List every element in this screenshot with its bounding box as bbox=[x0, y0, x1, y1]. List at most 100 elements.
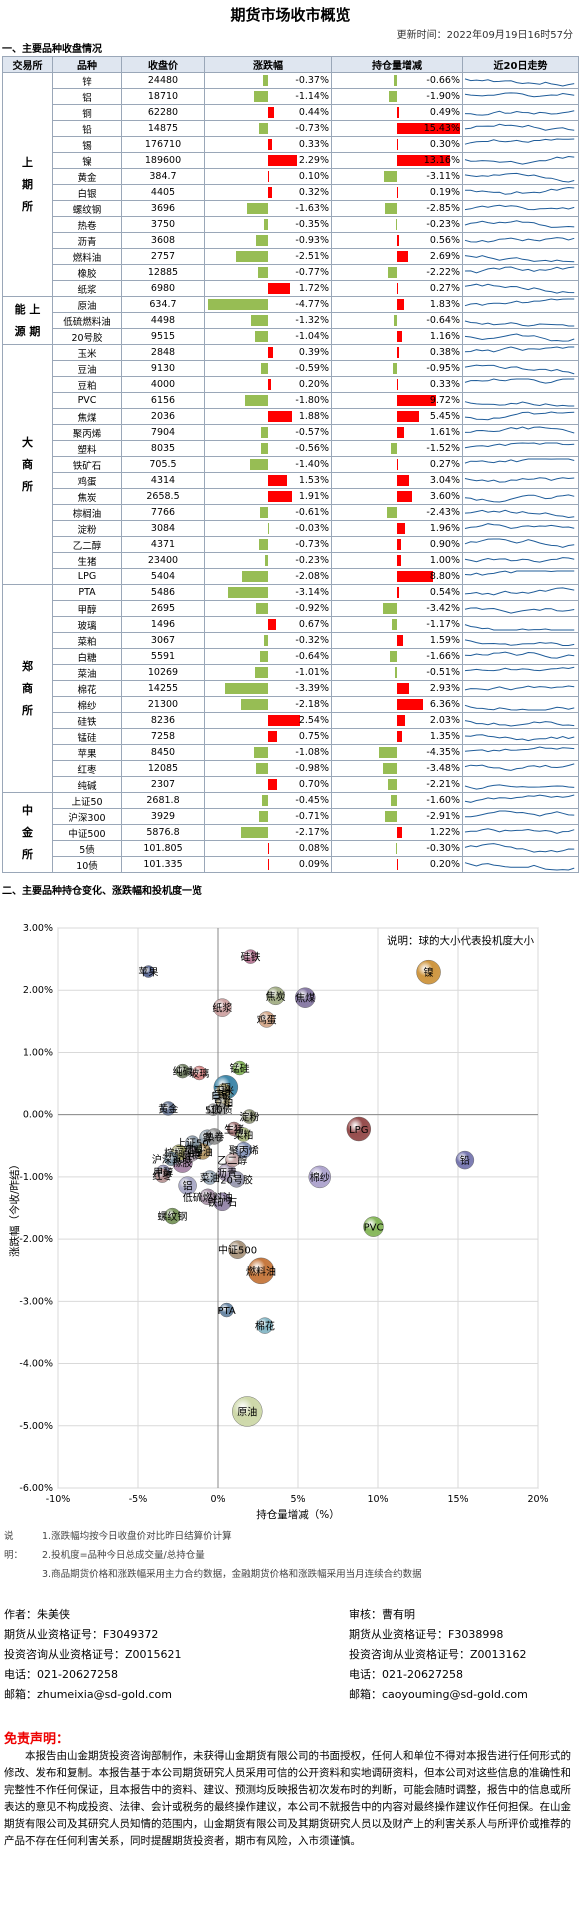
change-cell-bar bbox=[268, 283, 290, 294]
bubble-label: 豆粕 bbox=[213, 1096, 233, 1109]
change-cell-value: 2.54% bbox=[298, 715, 329, 726]
trend-sparkline bbox=[462, 280, 579, 297]
bubble-point bbox=[228, 1171, 245, 1188]
change-cell-bar bbox=[268, 187, 273, 198]
oi-change-cell-bar bbox=[394, 75, 397, 86]
change-cell-bar bbox=[260, 363, 268, 374]
change-cell-bar bbox=[255, 667, 268, 678]
oi-change-cell: 0.27% bbox=[331, 456, 463, 473]
bubble-label: 菜油 bbox=[200, 1172, 220, 1185]
y-tick-label: -6.00% bbox=[19, 1483, 53, 1494]
bubble-point bbox=[184, 1147, 199, 1162]
y-tick-label: -2.00% bbox=[19, 1234, 53, 1245]
oi-change-cell-bar bbox=[396, 219, 397, 230]
close-price: 8450 bbox=[121, 744, 205, 761]
oi-change-cell-value: -0.23% bbox=[426, 219, 460, 230]
report-title: 期货市场收市概览 bbox=[230, 6, 351, 24]
product-name: 菜粕 bbox=[52, 632, 122, 649]
oi-change-cell-bar bbox=[397, 331, 402, 342]
oi-change-cell-value: 0.90% bbox=[429, 539, 460, 550]
change-cell-bar bbox=[268, 491, 293, 502]
oi-change-cell: 3.60% bbox=[331, 488, 463, 505]
close-price: 4314 bbox=[121, 472, 205, 489]
change-cell-bar bbox=[265, 555, 268, 566]
oi-change-cell: -1.90% bbox=[331, 88, 463, 105]
change-cell: -0.59% bbox=[204, 360, 332, 377]
trend-sparkline bbox=[462, 840, 579, 857]
product-name: 焦煤 bbox=[52, 408, 122, 425]
oi-change-cell-bar bbox=[379, 747, 397, 758]
product-name: 沪深300 bbox=[52, 808, 122, 825]
close-price: 6156 bbox=[121, 392, 205, 409]
disclaimer-text: 本报告由山金期货投资咨询部制作，未获得山金期货有限公司的书面授权，任何人和单位不… bbox=[4, 1750, 571, 1847]
bubble-point bbox=[155, 1168, 170, 1183]
header-20d-trend: 近20日走势 bbox=[462, 56, 579, 73]
trend-sparkline bbox=[462, 184, 579, 201]
close-price: 62280 bbox=[121, 104, 205, 121]
oi-change-cell: 0.30% bbox=[331, 136, 463, 153]
product-name: 锰硅 bbox=[52, 728, 122, 745]
bubble-label: 5债 bbox=[205, 1104, 221, 1117]
oi-change-cell-bar bbox=[397, 379, 399, 390]
header-change: 涨跌幅 bbox=[204, 56, 332, 73]
product-name: 棉花 bbox=[52, 680, 122, 697]
trend-sparkline bbox=[462, 312, 579, 329]
oi-change-cell: 1.22% bbox=[331, 824, 463, 841]
oi-change-cell: -0.66% bbox=[331, 72, 463, 89]
oi-change-cell-bar bbox=[397, 299, 405, 310]
change-cell: 0.33% bbox=[204, 136, 332, 153]
oi-change-cell-value: -0.66% bbox=[426, 75, 460, 86]
change-cell: 0.70% bbox=[204, 776, 332, 793]
change-cell: -0.71% bbox=[204, 808, 332, 825]
oi-change-cell-value: 13.16% bbox=[423, 155, 460, 166]
close-price: 7766 bbox=[121, 504, 205, 521]
trend-sparkline bbox=[462, 248, 579, 265]
change-cell: -1.63% bbox=[204, 200, 332, 217]
product-name: 菜油 bbox=[52, 664, 122, 681]
change-cell: -0.77% bbox=[204, 264, 332, 281]
oi-change-cell-value: -0.95% bbox=[426, 363, 460, 374]
oi-change-cell-value: 5.45% bbox=[429, 411, 460, 422]
product-name: 淀粉 bbox=[52, 520, 122, 537]
bubble-label: 塑料 bbox=[184, 1144, 204, 1157]
author-name: 作者：朱美侠 bbox=[4, 1608, 70, 1621]
close-price: 8035 bbox=[121, 440, 205, 457]
oi-change-cell-bar bbox=[397, 251, 408, 262]
trend-sparkline bbox=[462, 792, 579, 809]
trend-sparkline bbox=[462, 600, 579, 617]
table-row: 镍 189600 2.29% 13.16% bbox=[3, 152, 579, 169]
close-price: 18710 bbox=[121, 88, 205, 105]
note-item: 1.涨跌幅均按今日收盘价对比昨日结算价计算 bbox=[42, 1531, 232, 1542]
table-row: 低硫燃料油 4498 -1.32% -0.64% bbox=[3, 312, 579, 329]
change-cell: 1.53% bbox=[204, 472, 332, 489]
change-cell: 0.44% bbox=[204, 104, 332, 121]
product-name: PTA bbox=[52, 584, 122, 601]
change-cell: -1.08% bbox=[204, 744, 332, 761]
oi-change-cell-value: -1.66% bbox=[426, 651, 460, 662]
bubble-label: 白糖 bbox=[181, 1148, 201, 1161]
bubble-label: 镍 bbox=[424, 966, 434, 979]
oi-change-cell-value: -1.52% bbox=[426, 443, 460, 454]
reviewer-name: 审核：曹有明 bbox=[349, 1608, 415, 1621]
oi-change-cell-value: 1.96% bbox=[429, 523, 460, 534]
close-price: 2695 bbox=[121, 600, 205, 617]
oi-change-cell-value: -0.30% bbox=[426, 843, 460, 854]
reviewer-futures-cert: 期货从业资格证号：F3038998 bbox=[349, 1628, 504, 1641]
author-email: 邮箱：zhumeixia@sd-gold.com bbox=[4, 1688, 172, 1701]
trend-sparkline bbox=[462, 424, 579, 441]
table-row: 塑料 8035 -0.56% -1.52% bbox=[3, 440, 579, 457]
exchange-cell: 郑 商 所 bbox=[2, 584, 53, 793]
trend-sparkline bbox=[462, 88, 579, 105]
change-cell-bar bbox=[260, 443, 268, 454]
bubble-point bbox=[247, 1257, 275, 1285]
oi-change-cell: 0.20% bbox=[331, 856, 463, 873]
oi-change-cell-value: 1.22% bbox=[429, 827, 460, 838]
bubble-label: 沪深300 bbox=[152, 1153, 191, 1166]
table-row: 5债 101.805 0.08% -0.30% bbox=[3, 840, 579, 857]
y-tick-label: -1.00% bbox=[19, 1172, 53, 1183]
change-cell: -1.32% bbox=[204, 312, 332, 329]
reviewer-advisory-cert: 投资咨询从业资格证号：Z0013162 bbox=[349, 1648, 527, 1661]
trend-sparkline bbox=[462, 360, 579, 377]
oi-change-cell: 1.59% bbox=[331, 632, 463, 649]
oi-change-cell-bar bbox=[397, 555, 402, 566]
